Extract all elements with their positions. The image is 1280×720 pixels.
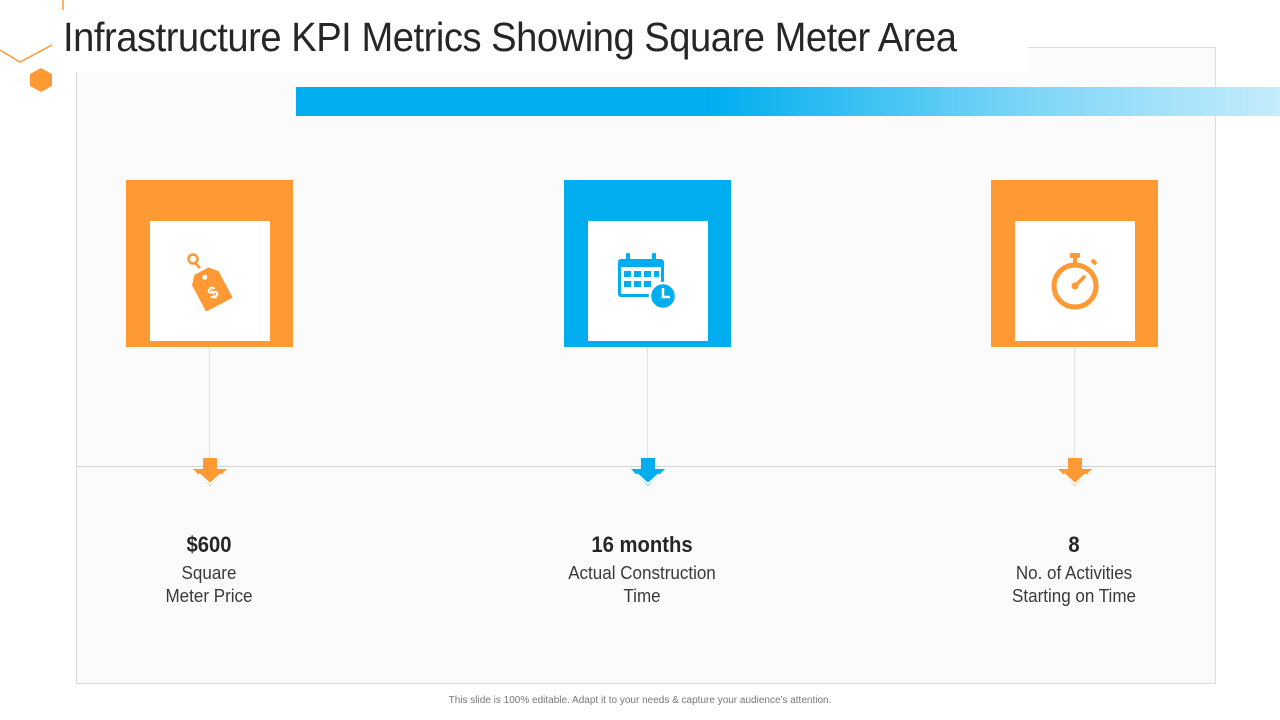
slide-title: Infrastructure KPI Metrics Showing Squar… [63,14,957,60]
kpi-label-line-1: No. of Activities [1015,562,1133,583]
accent-bar [296,87,1280,116]
kpi-label-line-1: Square [181,562,237,583]
icon-frame [588,221,708,341]
kpi-icon-box-activities [991,180,1158,347]
kpi-label-line-2: Meter Price [165,585,253,606]
connector-line [1074,347,1075,460]
down-arrow-icon [193,458,227,486]
title-background [56,10,1028,72]
kpi-value: 16 months [591,532,693,557]
connector-line [647,347,648,460]
icon-frame [1015,221,1135,341]
kpi-label-line-1: Actual Construction [568,562,716,583]
hexagon-decoration [0,0,64,92]
down-arrow-icon [1058,458,1092,486]
down-arrow-icon [631,458,665,486]
kpi-icon-box-price: $ [126,180,293,347]
kpi-value: 8 [1068,532,1080,557]
footer-note: This slide is 100% editable. Adapt it to… [448,695,832,706]
price-tag-dollar-icon: $ [187,253,233,311]
kpi-icon-box-construction-time [564,180,731,347]
stopwatch-icon [1051,253,1099,310]
kpi-price: $600 Square Meter Price [79,530,339,607]
calendar-clock-icon [618,253,678,311]
icon-frame: $ [150,221,270,341]
kpi-construction-time: 16 months Actual Construction Time [512,530,772,607]
kpi-activities: 8 No. of Activities Starting on Time [944,530,1204,607]
kpi-label-line-2: Starting on Time [1012,585,1136,606]
content-panel [76,47,1216,684]
connector-line [209,347,210,460]
kpi-value: $600 [186,532,232,557]
kpi-label-line-2: Time [623,585,661,606]
